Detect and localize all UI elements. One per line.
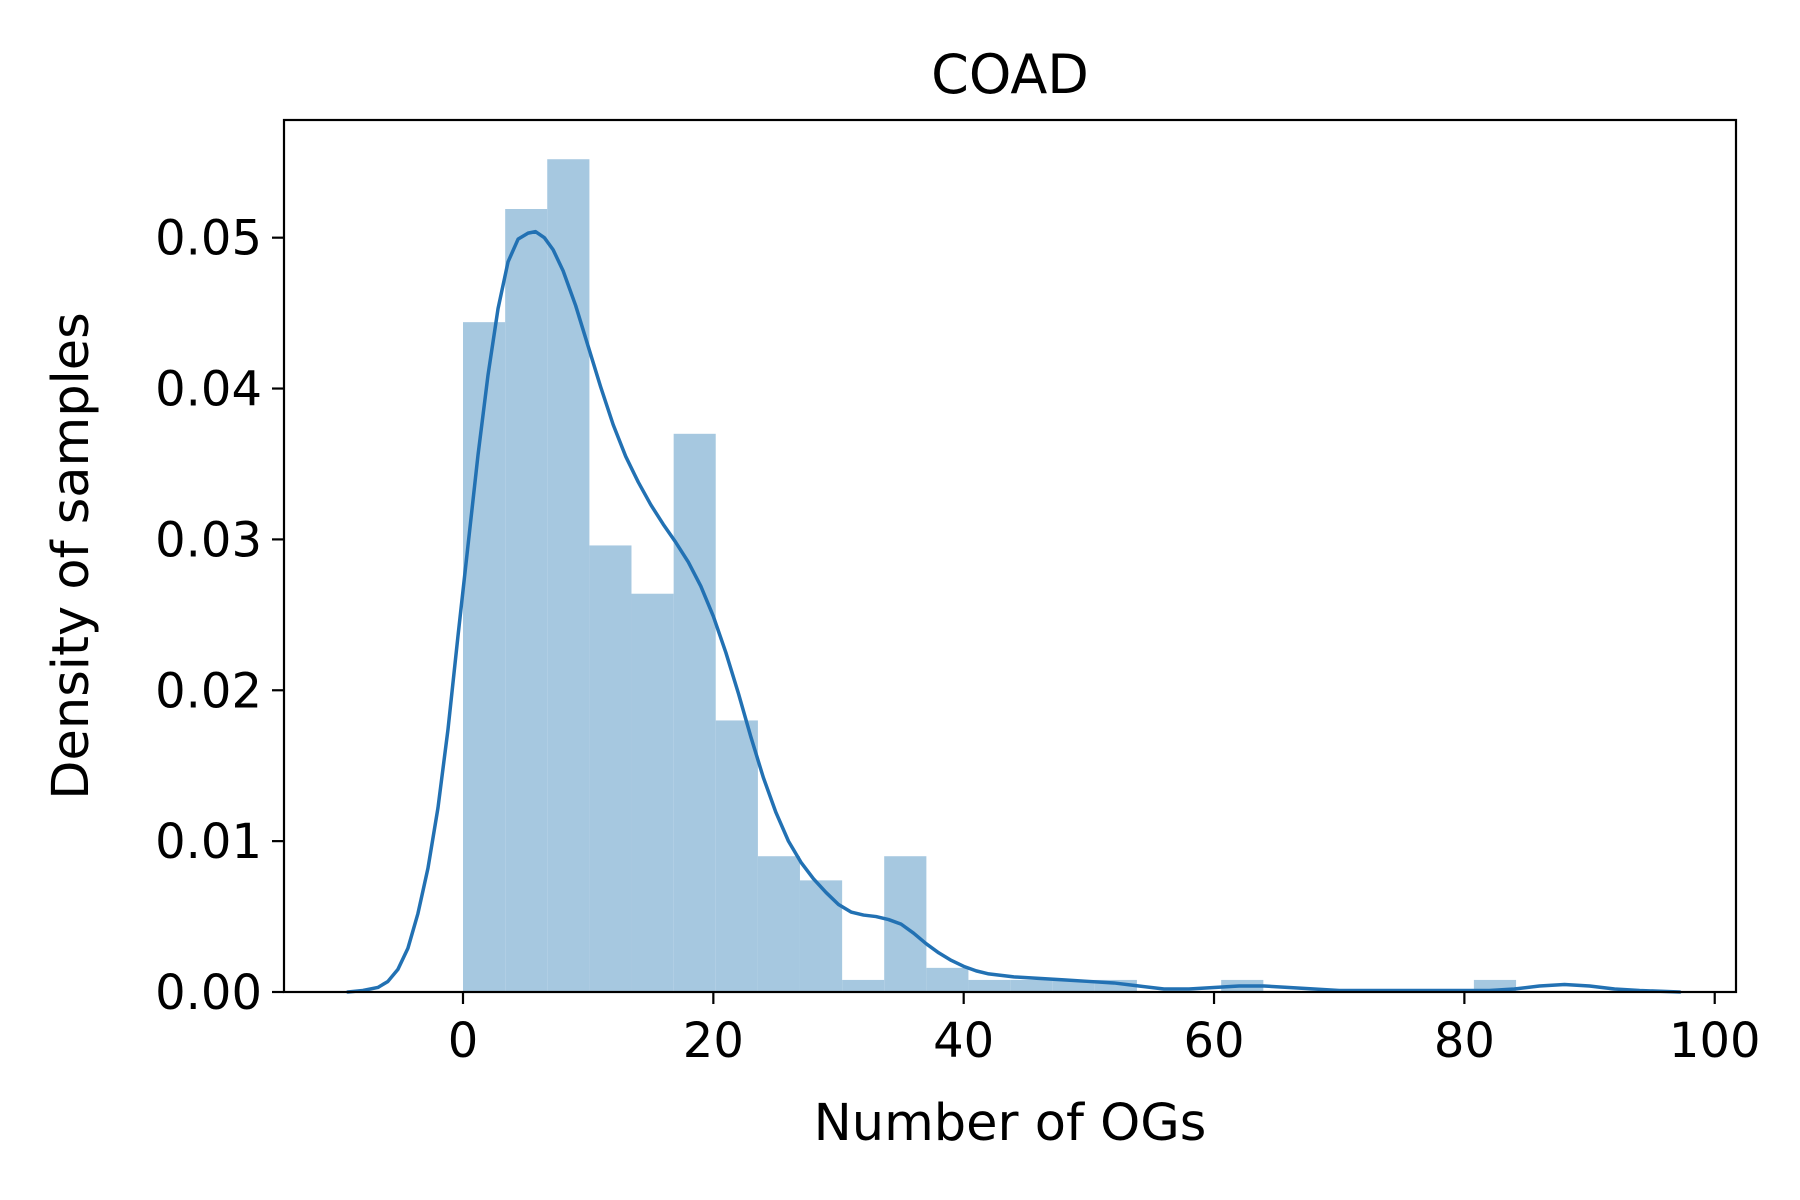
histogram-bar [799,880,843,992]
x-tick-label: 100 [1669,1013,1761,1069]
histogram-bar [715,720,758,992]
histogram-bar [463,322,506,992]
histogram-bar [505,209,548,992]
y-axis-ticks: 0.00 0.01 0.02 0.03 0.04 0.05 [155,211,284,1021]
y-tick-label: 0.03 [155,512,262,568]
x-tick-label: 20 [683,1013,744,1069]
y-tick-label: 0.02 [155,663,262,719]
histogram-bar [589,545,632,992]
chart-title: COAD [931,43,1089,106]
histogram-bar [1010,979,1053,992]
y-axis-label: Density of samples [42,312,101,799]
histogram-bar [926,967,969,992]
histogram-bar [757,856,800,992]
histogram-bar [842,979,885,992]
x-tick-label: 0 [448,1013,479,1069]
kde-density-line [346,229,1682,994]
histogram-bar [884,856,927,992]
y-tick-label: 0.05 [155,211,262,267]
histogram-bar [968,979,1011,992]
x-axis-ticks: 0 20 40 60 80 100 [448,992,1761,1069]
x-tick-label: 80 [1434,1013,1495,1069]
y-tick-label: 0.04 [155,362,262,418]
histogram-bar [1052,979,1095,992]
x-axis-label: Number of OGs [814,1094,1207,1153]
histogram-bar [547,159,590,993]
y-tick-label: 0.01 [155,814,262,870]
x-tick-label: 60 [1183,1013,1244,1069]
histogram-bars [463,159,1517,993]
histogram-bar [631,593,674,992]
histogram-bar [673,433,716,992]
x-tick-label: 40 [933,1013,994,1069]
kde-curve-layer [346,229,1682,994]
y-tick-label: 0.00 [155,965,262,1021]
plot-area-frame [282,118,1738,994]
